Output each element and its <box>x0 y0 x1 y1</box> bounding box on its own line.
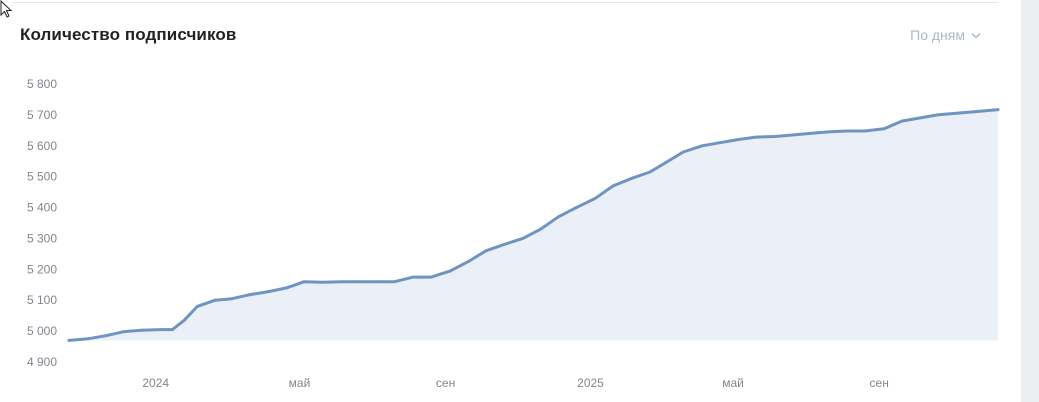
y-tick-label: 5 500 <box>27 170 57 184</box>
scrollbar-gutter <box>1021 0 1039 402</box>
y-tick-label: 5 600 <box>27 139 57 153</box>
top-divider <box>13 2 998 3</box>
data-point <box>375 280 379 284</box>
data-point <box>302 280 306 284</box>
data-point <box>681 150 685 154</box>
period-dropdown[interactable]: По дням <box>910 27 981 43</box>
data-point <box>808 132 812 135</box>
data-point <box>791 133 794 137</box>
data-point <box>484 249 488 253</box>
data-point <box>557 215 560 219</box>
data-point <box>593 196 597 200</box>
data-point <box>648 170 652 174</box>
data-point <box>574 206 578 210</box>
data-point <box>955 111 958 115</box>
data-point <box>320 280 324 284</box>
data-point <box>863 129 867 133</box>
y-tick-label: 4 900 <box>27 355 57 369</box>
data-point <box>393 280 396 284</box>
data-point <box>611 184 615 188</box>
chevron-down-icon <box>971 32 981 39</box>
y-tick-label: 5 400 <box>27 201 57 215</box>
data-point <box>140 328 143 332</box>
data-point <box>412 275 415 279</box>
data-point <box>182 318 186 322</box>
mouse-cursor-icon <box>0 0 12 18</box>
data-point <box>67 339 71 342</box>
data-point <box>248 293 252 297</box>
data-point <box>882 127 886 131</box>
data-point <box>159 328 162 331</box>
y-tick-label: 5 300 <box>27 231 57 245</box>
data-point <box>213 298 217 302</box>
data-point <box>918 116 921 120</box>
subscribers-area <box>69 109 998 341</box>
data-point <box>996 108 1000 111</box>
data-point <box>539 227 542 231</box>
data-point <box>900 119 904 123</box>
data-point <box>754 135 758 139</box>
x-tick-label: 2025 <box>577 376 604 390</box>
data-point <box>700 144 704 148</box>
data-point <box>357 280 361 284</box>
data-point <box>826 130 830 134</box>
y-tick-label: 5 000 <box>27 324 57 338</box>
data-point <box>718 141 722 145</box>
data-point <box>664 161 667 165</box>
data-point <box>195 305 199 308</box>
y-tick-label: 5 200 <box>27 262 57 276</box>
data-point <box>285 286 288 290</box>
x-tick-label: май <box>289 376 311 390</box>
data-point <box>630 176 634 180</box>
data-point <box>448 269 452 273</box>
data-point <box>267 290 270 293</box>
data-point <box>104 334 108 338</box>
data-point <box>466 260 470 263</box>
data-point <box>86 337 90 341</box>
x-tick-label: 2024 <box>142 376 169 390</box>
data-point <box>845 129 849 133</box>
data-point <box>122 330 125 334</box>
data-point <box>736 138 740 142</box>
data-point <box>521 237 525 240</box>
y-tick-label: 5 800 <box>27 77 57 91</box>
x-tick-label: сен <box>436 376 455 390</box>
y-tick-label: 5 100 <box>27 293 57 307</box>
data-point <box>773 135 777 138</box>
data-point <box>429 275 433 279</box>
period-dropdown-label: По дням <box>910 27 965 43</box>
y-tick-label: 5 700 <box>27 108 57 122</box>
data-point <box>502 243 506 247</box>
x-tick-label: сен <box>870 376 889 390</box>
data-point <box>171 328 174 331</box>
data-point <box>936 113 939 117</box>
data-point <box>972 110 976 114</box>
data-point <box>339 280 343 284</box>
chart-title: Количество подписчиков <box>20 25 237 44</box>
x-tick-label: май <box>722 376 744 390</box>
data-point <box>230 297 234 301</box>
